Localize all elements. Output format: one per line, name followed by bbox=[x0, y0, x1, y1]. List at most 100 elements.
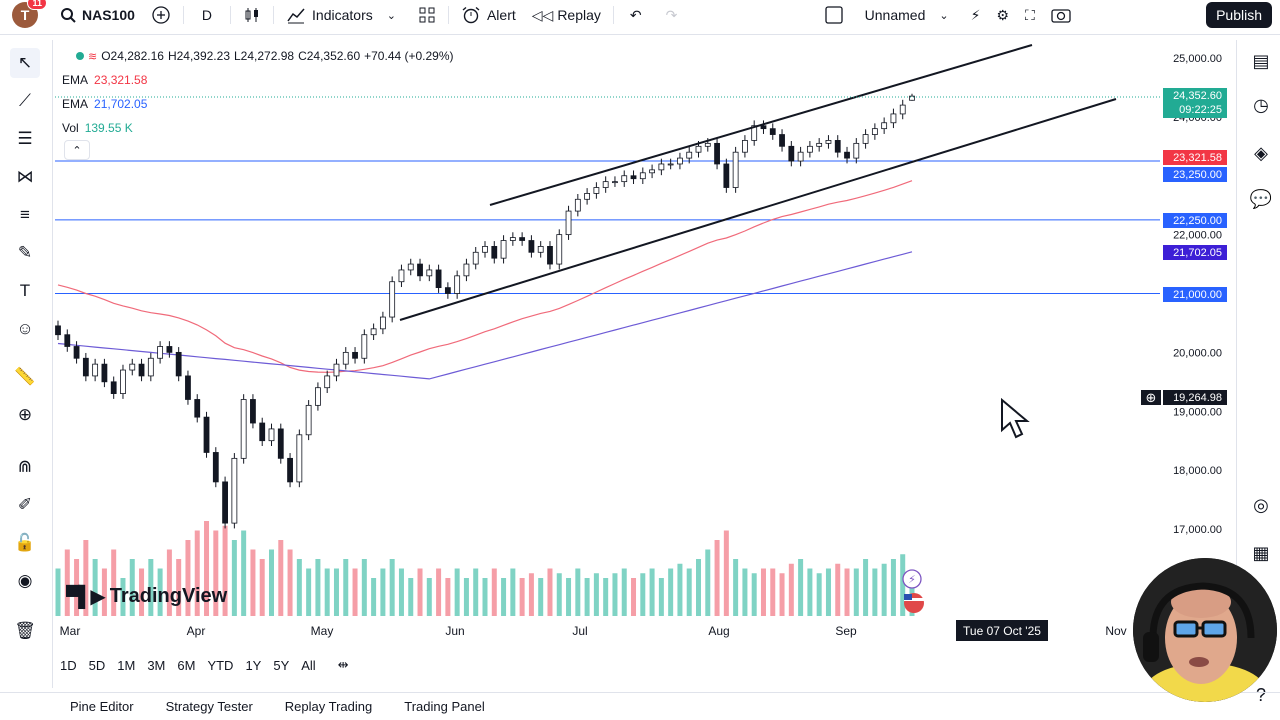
volume-bar bbox=[566, 578, 572, 616]
layout-toggle[interactable] bbox=[817, 0, 851, 30]
volume-bar bbox=[315, 559, 321, 616]
price-tick-label: 22,000.00 bbox=[1173, 230, 1222, 242]
candle-body bbox=[723, 163, 730, 188]
candle-body bbox=[899, 104, 906, 115]
magnet-tool[interactable]: ⋒ bbox=[10, 452, 40, 482]
candle-body bbox=[175, 351, 182, 377]
layout-name-button[interactable]: Unnamed ⌄ bbox=[851, 0, 963, 30]
zoom-tool[interactable]: ⊕ bbox=[10, 400, 40, 430]
replay-button[interactable]: ◁◁ Replay bbox=[524, 0, 609, 30]
calendar-button[interactable]: ▦ bbox=[1246, 538, 1276, 568]
alerts-panel-button[interactable]: ◷ bbox=[1246, 90, 1276, 120]
horizontal-line-tool[interactable]: ☰ bbox=[10, 124, 40, 154]
tf-3m[interactable]: 3M bbox=[147, 657, 166, 673]
layers-button[interactable]: ◈ bbox=[1246, 138, 1276, 168]
crosshair-date: Tue 07 Oct '25 bbox=[963, 624, 1041, 638]
eye-icon: ◉ bbox=[17, 571, 33, 590]
undo-button[interactable]: ↶ bbox=[618, 0, 654, 30]
volume-bar bbox=[863, 559, 869, 616]
targets-button[interactable]: ◎ bbox=[1246, 490, 1276, 520]
trend-line-lower[interactable] bbox=[399, 98, 1117, 321]
lightning-event-icon[interactable] bbox=[902, 569, 922, 589]
tab-replay-trading[interactable]: Replay Trading bbox=[284, 699, 373, 714]
watchlist-button[interactable]: ▤ bbox=[1246, 46, 1276, 76]
volume-bar bbox=[575, 568, 581, 616]
trash-icon: 🗑 bbox=[14, 621, 36, 640]
volume-bar bbox=[853, 568, 859, 616]
fullscreen-button[interactable]: ⛶ bbox=[1017, 0, 1043, 30]
candle-body bbox=[231, 457, 238, 524]
symbol-search-button[interactable]: NAS100 bbox=[52, 0, 143, 30]
chat-button[interactable]: 💬 bbox=[1246, 184, 1276, 214]
ohlc-row[interactable]: ≋ O24,282.16 H24,392.23 L24,272.98 C24,3… bbox=[62, 44, 458, 68]
tf-1y[interactable]: 1Y bbox=[245, 657, 262, 673]
ema-slow-line[interactable] bbox=[57, 251, 913, 380]
indicators-button[interactable]: Indicators ⌄ bbox=[278, 0, 404, 30]
pattern-tool[interactable]: ⋈ bbox=[10, 162, 40, 192]
date-range-button[interactable]: ⇹ bbox=[338, 657, 349, 673]
ema-fast-line[interactable] bbox=[57, 180, 913, 373]
candle-body bbox=[250, 399, 256, 424]
emoji-tool[interactable]: ☺ bbox=[10, 314, 40, 344]
cursor-tool[interactable]: ↖ bbox=[10, 48, 40, 78]
collapse-legend-button[interactable]: ⌃ bbox=[64, 140, 90, 160]
trendline-tool[interactable]: ⟋ bbox=[10, 86, 40, 116]
visibility-tool[interactable]: ◉ bbox=[10, 566, 40, 596]
fib-tool[interactable]: ≡ bbox=[10, 200, 40, 230]
tab-strategy-tester[interactable]: Strategy Tester bbox=[165, 699, 253, 714]
volume-bar bbox=[603, 578, 609, 616]
drawing-mode-tool[interactable]: ✐ bbox=[10, 490, 40, 520]
redo-button[interactable]: ↷ bbox=[654, 0, 690, 30]
alert-button[interactable]: Alert bbox=[453, 0, 524, 30]
divider bbox=[447, 6, 449, 24]
tf-ytd[interactable]: YTD bbox=[207, 657, 234, 673]
divider bbox=[0, 34, 1280, 35]
text-tool[interactable]: T bbox=[10, 276, 40, 306]
compare-button[interactable] bbox=[143, 0, 179, 30]
interval-button[interactable]: D bbox=[201, 7, 213, 23]
chart-type-button[interactable] bbox=[235, 0, 269, 30]
quick-search-button[interactable]: ⚡ bbox=[963, 0, 989, 30]
tf-1m[interactable]: 1M bbox=[117, 657, 136, 673]
tf-1d[interactable]: 1D bbox=[60, 657, 77, 673]
crosshair-plus-box[interactable] bbox=[1141, 390, 1161, 405]
volume-bar bbox=[482, 578, 488, 616]
settings-button[interactable]: ⚙ bbox=[988, 0, 1017, 30]
time-axis[interactable]: Mar Apr May Jun Jul Aug Sep Nov bbox=[60, 624, 1127, 638]
candle-body bbox=[871, 128, 878, 135]
publish-button[interactable]: Publish bbox=[1206, 2, 1272, 28]
volume-row[interactable]: Vol 139.55 K bbox=[62, 116, 458, 140]
flag-markers[interactable]: ⚡ bbox=[902, 569, 924, 613]
volume-bar bbox=[306, 568, 312, 616]
brush-tool[interactable]: ✎ bbox=[10, 238, 40, 268]
ema-slow-row[interactable]: EMA 21,702.05 bbox=[62, 92, 458, 116]
tab-trading-panel[interactable]: Trading Panel bbox=[404, 699, 485, 714]
volume-bar bbox=[501, 578, 507, 616]
tf-5y[interactable]: 5Y bbox=[273, 657, 290, 673]
top-toolbar: T 11 NAS100 D Indicators ⌄ Alert ◁◁ Repl… bbox=[0, 0, 1280, 30]
templates-button[interactable] bbox=[410, 0, 444, 30]
tab-pine-editor[interactable]: Pine Editor bbox=[70, 699, 134, 714]
trend-line-upper[interactable] bbox=[489, 44, 1033, 206]
candle-body bbox=[101, 363, 108, 383]
user-avatar[interactable]: T 11 bbox=[12, 0, 47, 28]
help-button[interactable]: ? bbox=[1246, 680, 1276, 710]
candle-body bbox=[138, 363, 145, 377]
snapshot-button[interactable] bbox=[1043, 0, 1079, 30]
mouse-pointer-icon bbox=[1001, 398, 1030, 439]
ruler-tool[interactable]: 📏 bbox=[10, 362, 40, 392]
candle-body bbox=[463, 263, 470, 277]
ema-fast-row[interactable]: EMA 23,321.58 bbox=[62, 68, 458, 92]
candle-body bbox=[472, 251, 479, 265]
tf-5d[interactable]: 5D bbox=[88, 657, 106, 673]
remove-tool[interactable]: 🗑 bbox=[10, 616, 40, 646]
magnet-icon: ⋒ bbox=[17, 457, 33, 476]
candle-body bbox=[398, 269, 405, 283]
tf-all[interactable]: All bbox=[301, 657, 316, 673]
trend-channel[interactable] bbox=[399, 44, 1117, 321]
ema-slow-label: EMA bbox=[62, 97, 89, 111]
candle-body bbox=[909, 95, 915, 101]
tf-6m[interactable]: 6M bbox=[177, 657, 196, 673]
lock-tool[interactable]: 🔓 bbox=[10, 528, 40, 558]
